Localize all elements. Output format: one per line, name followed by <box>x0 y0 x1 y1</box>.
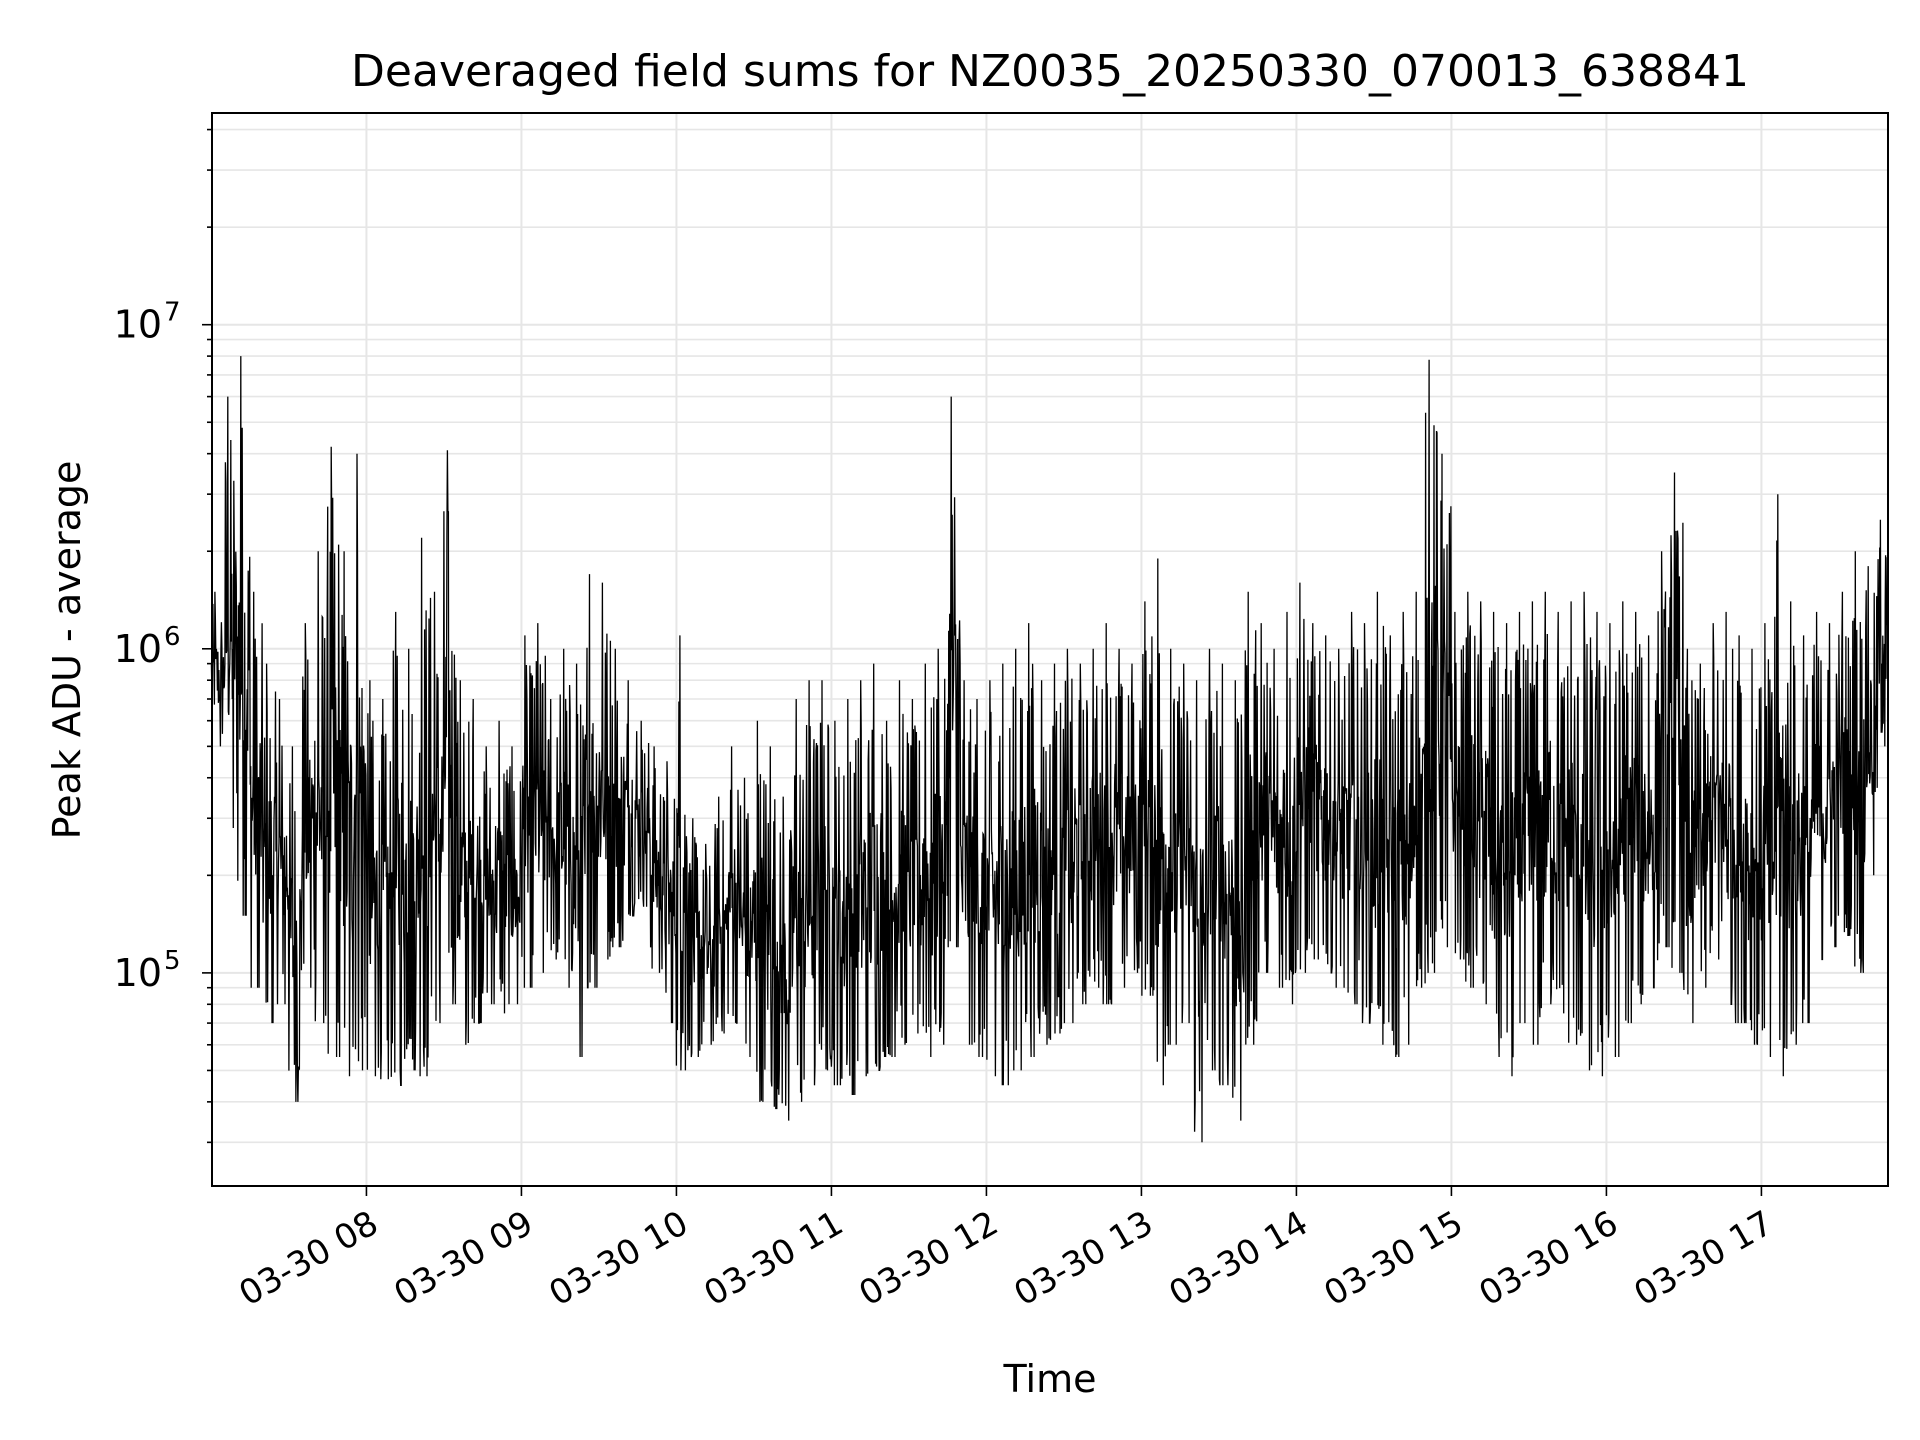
series-black <box>210 356 1889 1143</box>
y-tick-exponent: 6 <box>164 622 181 652</box>
series-line <box>210 356 1889 1143</box>
y-tick-label: 10 <box>114 303 162 347</box>
y-axis-label: Peak ADU - average <box>45 461 89 840</box>
x-axis-label: Time <box>1003 1357 1097 1401</box>
y-tick-exponent: 5 <box>164 946 181 976</box>
chart-title: Deaveraged field sums for NZ0035_2025033… <box>351 46 1749 97</box>
y-tick-exponent: 7 <box>164 298 181 328</box>
y-tick-label: 10 <box>114 627 162 671</box>
y-tick-label: 10 <box>114 951 162 995</box>
